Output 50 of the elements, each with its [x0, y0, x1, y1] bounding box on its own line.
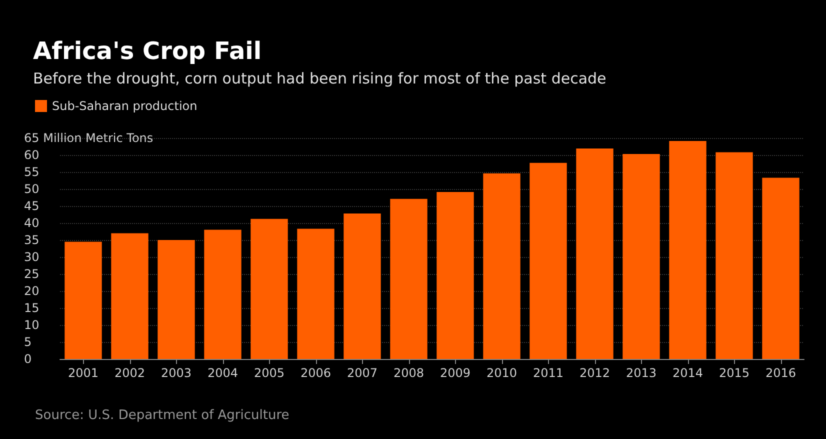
bar	[250, 218, 288, 359]
y-tick-label: 65 Million Metric Tons	[24, 131, 154, 145]
x-tick-label: 2014	[672, 366, 704, 380]
bar	[576, 148, 614, 359]
bar	[158, 240, 195, 359]
x-tick-label: 2002	[114, 366, 146, 380]
bar	[344, 213, 381, 359]
y-tick-label: 40	[24, 216, 40, 230]
bar	[530, 162, 567, 359]
y-tick-label: 15	[24, 301, 40, 315]
x-tick-label: 2006	[300, 366, 332, 380]
y-tick-label: 25	[24, 267, 40, 281]
x-tick-label: 2003	[160, 366, 192, 380]
y-tick-label: 55	[24, 165, 40, 179]
bar	[111, 233, 148, 359]
source-note: Source: U.S. Department of Agriculture	[35, 408, 290, 423]
bar	[669, 141, 706, 359]
x-tick-label: 2009	[440, 366, 471, 380]
x-tick-label: 2016	[765, 366, 796, 380]
bar	[762, 178, 800, 359]
bar	[390, 198, 428, 359]
y-tick-label: 0	[24, 352, 32, 366]
bar	[716, 152, 753, 359]
y-tick-label: 45	[24, 199, 40, 213]
chart-subtitle: Before the drought, corn output had been rising for most of the past decade	[33, 70, 606, 88]
y-tick-label: 30	[24, 250, 40, 264]
bar	[622, 154, 660, 359]
y-tick-label: 10	[24, 318, 40, 332]
x-tick-label: 2001	[68, 366, 99, 380]
y-tick-label: 35	[24, 233, 40, 247]
chart-title: Africa's Crop Fail	[33, 37, 262, 65]
x-tick-label: 2012	[579, 366, 610, 380]
x-tick-label: 2011	[532, 366, 564, 380]
bar	[204, 230, 242, 359]
y-tick-label: 20	[24, 284, 40, 298]
bar	[64, 242, 102, 359]
bar	[436, 192, 474, 359]
x-tick-label: 2005	[254, 366, 285, 380]
bar	[483, 173, 520, 359]
y-tick-label: 60	[24, 148, 40, 162]
y-tick-label: 5	[24, 335, 32, 349]
x-tick-label: 2004	[207, 366, 238, 380]
legend-label: Sub-Saharan production	[52, 99, 198, 113]
y-tick-label: 50	[24, 182, 40, 196]
x-tick-label: 2010	[486, 366, 518, 380]
x-tick-label: 2007	[346, 366, 378, 380]
x-tick-label: 2008	[393, 366, 424, 380]
x-tick-label: 2015	[718, 366, 750, 380]
x-tick-label: 2013	[626, 366, 657, 380]
bar	[297, 228, 334, 359]
